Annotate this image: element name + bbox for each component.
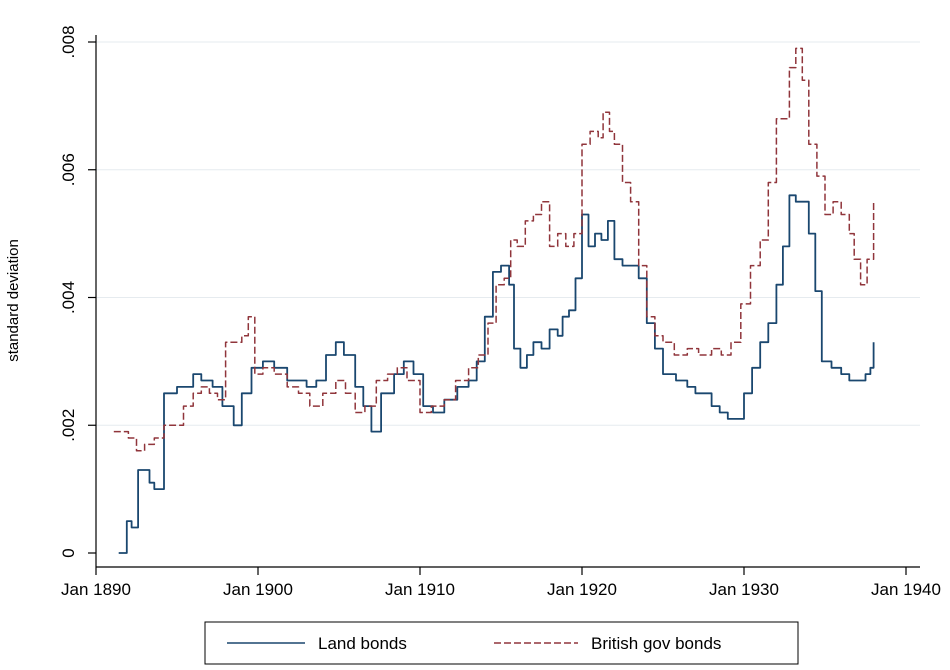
legend-label-land-bonds: Land bonds bbox=[318, 634, 407, 653]
y-tick-label: .008 bbox=[59, 25, 78, 58]
y-tick-label: .004 bbox=[59, 281, 78, 314]
x-tick-label: Jan 1920 bbox=[547, 580, 617, 599]
y-axis-title: standard deviation bbox=[5, 239, 22, 362]
series-line-land-bonds bbox=[118, 194, 875, 554]
series-line-british-gov-bonds bbox=[113, 47, 875, 452]
gridlines bbox=[96, 41, 920, 426]
x-tick-label: Jan 1940 bbox=[871, 580, 941, 599]
legend: Land bonds British gov bonds bbox=[204, 621, 799, 665]
y-tick-label: 0 bbox=[59, 548, 78, 557]
x-axis-ticks: Jan 1890 Jan 1900 Jan 1910 Jan 1920 Jan 1930… bbox=[61, 567, 941, 599]
y-tick-label: .002 bbox=[59, 409, 78, 442]
x-tick-label: Jan 1890 bbox=[61, 580, 131, 599]
legend-label-british-gov-bonds: British gov bonds bbox=[591, 634, 721, 653]
x-tick-label: Jan 1930 bbox=[709, 580, 779, 599]
y-axis-ticks: 0 .002 .004 .006 .008 bbox=[59, 25, 96, 558]
x-tick-label: Jan 1900 bbox=[223, 580, 293, 599]
x-tick-label: Jan 1910 bbox=[385, 580, 455, 599]
series-lines bbox=[113, 47, 875, 554]
y-tick-label: .006 bbox=[59, 153, 78, 186]
